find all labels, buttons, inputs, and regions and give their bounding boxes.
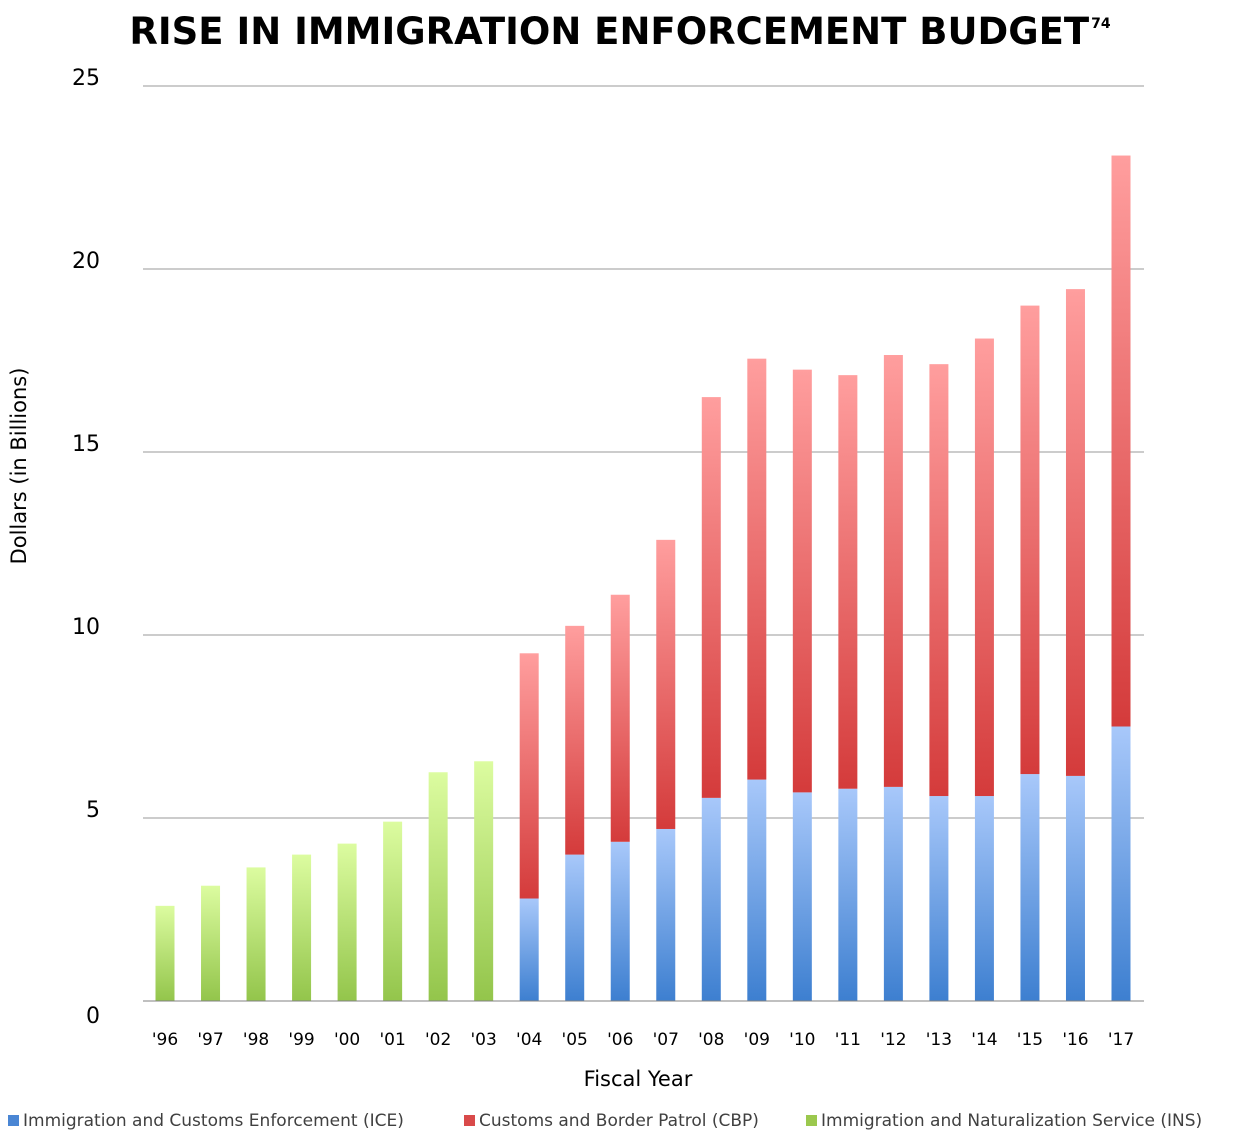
legend-label-immigration-and-customs-enforcement-ice: Immigration and Customs Enforcement (ICE… <box>23 1111 404 1131</box>
legend-swatch-customs-and-border-patrol-cbp <box>464 1115 475 1126</box>
x-tick-label-01: '01 <box>379 1030 405 1050</box>
bar-ice-12 <box>883 786 903 1001</box>
bar-ins-03 <box>474 761 494 1001</box>
chart-title-text: RISE IN IMMIGRATION ENFORCEMENT BUDGET <box>129 10 1089 53</box>
bar-ice-13 <box>929 796 949 1001</box>
bar-cbp-14 <box>974 338 994 797</box>
bars <box>155 155 1131 1001</box>
x-tick-label-17: '17 <box>1108 1030 1134 1050</box>
x-tick-label-16: '16 <box>1062 1030 1088 1050</box>
x-tick-label-02: '02 <box>425 1030 451 1050</box>
bar-cbp-17 <box>1111 155 1131 727</box>
bar-ice-14 <box>974 796 994 1001</box>
x-tick-label-09: '09 <box>744 1030 770 1050</box>
legend-label-customs-and-border-patrol-cbp: Customs and Border Patrol (CBP) <box>479 1111 759 1131</box>
bar-cbp-11 <box>838 375 858 789</box>
x-axis-label: Fiscal Year <box>584 1067 693 1091</box>
bar-cbp-07 <box>656 539 676 829</box>
x-tick-label-10: '10 <box>789 1030 815 1050</box>
y-tick-label-25: 25 <box>72 66 100 91</box>
bar-ice-04 <box>519 898 539 1001</box>
bar-cbp-12 <box>883 355 903 787</box>
bar-ice-17 <box>1111 726 1131 1001</box>
x-tick-label-08: '08 <box>698 1030 724 1050</box>
x-tick-label-04: '04 <box>516 1030 542 1050</box>
bar-cbp-08 <box>701 397 721 798</box>
bar-ins-98 <box>246 867 266 1001</box>
x-tick-label-15: '15 <box>1017 1030 1043 1050</box>
x-tick-label-00: '00 <box>334 1030 360 1050</box>
legend: Immigration and Customs Enforcement (ICE… <box>8 1111 1202 1131</box>
y-tick-label-5: 5 <box>86 798 100 823</box>
x-tick-label-13: '13 <box>926 1030 952 1050</box>
x-tick-label-12: '12 <box>880 1030 906 1050</box>
bar-ins-01 <box>383 821 403 1001</box>
x-tick-label-99: '99 <box>288 1030 314 1050</box>
bar-cbp-13 <box>929 364 949 797</box>
bar-ins-99 <box>292 854 312 1001</box>
y-axis-label: Dollars (in Billions) <box>7 368 31 565</box>
bar-ins-02 <box>428 772 448 1001</box>
bar-ins-00 <box>337 843 357 1001</box>
y-tick-label-15: 15 <box>72 432 100 457</box>
bar-cbp-15 <box>1020 305 1040 775</box>
x-tick-label-07: '07 <box>653 1030 679 1050</box>
bar-ice-11 <box>838 788 858 1001</box>
x-tick-label-97: '97 <box>197 1030 223 1050</box>
legend-swatch-immigration-and-customs-enforcement-ice <box>8 1115 19 1126</box>
x-tick-label-96: '96 <box>152 1030 178 1050</box>
x-tick-label-06: '06 <box>607 1030 633 1050</box>
bar-ins-96 <box>155 905 175 1001</box>
legend-swatch-immigration-and-naturalization-service-ins <box>806 1115 817 1126</box>
bar-cbp-04 <box>519 653 539 899</box>
bar-cbp-05 <box>565 625 585 855</box>
bar-ice-05 <box>565 854 585 1001</box>
x-axis-ticks: '96 '97 '98 '99 '00 '01 '02 '03 '04 '05 '06 '07 '08 '… <box>152 1030 1134 1050</box>
chart-title-superscript: 74 <box>1091 16 1111 32</box>
bar-ice-10 <box>792 792 812 1001</box>
bar-ice-16 <box>1065 775 1085 1001</box>
y-tick-label-0: 0 <box>86 1004 100 1029</box>
bar-ice-07 <box>656 828 676 1001</box>
y-tick-label-20: 20 <box>72 249 100 274</box>
y-axis-ticks: 0 5 10 15 20 25 <box>72 66 100 1029</box>
x-tick-label-05: '05 <box>562 1030 588 1050</box>
bar-cbp-10 <box>792 369 812 793</box>
bar-ice-06 <box>610 841 630 1001</box>
bar-ice-08 <box>701 797 721 1001</box>
bar-cbp-06 <box>610 594 630 842</box>
y-tick-label-10: 10 <box>72 615 100 640</box>
x-tick-label-98: '98 <box>243 1030 269 1050</box>
x-tick-label-11: '11 <box>835 1030 861 1050</box>
legend-label-immigration-and-naturalization-service-ins: Immigration and Naturalization Service (… <box>821 1111 1202 1131</box>
x-tick-label-03: '03 <box>471 1030 497 1050</box>
bar-ice-15 <box>1020 774 1040 1001</box>
bar-ins-97 <box>201 885 221 1001</box>
chart-title: RISE IN IMMIGRATION ENFORCEMENT BUDGET 74 <box>129 10 1110 53</box>
x-tick-label-14: '14 <box>971 1030 997 1050</box>
bar-cbp-16 <box>1065 289 1085 776</box>
bar-cbp-09 <box>747 358 767 780</box>
bar-ice-09 <box>747 779 767 1001</box>
